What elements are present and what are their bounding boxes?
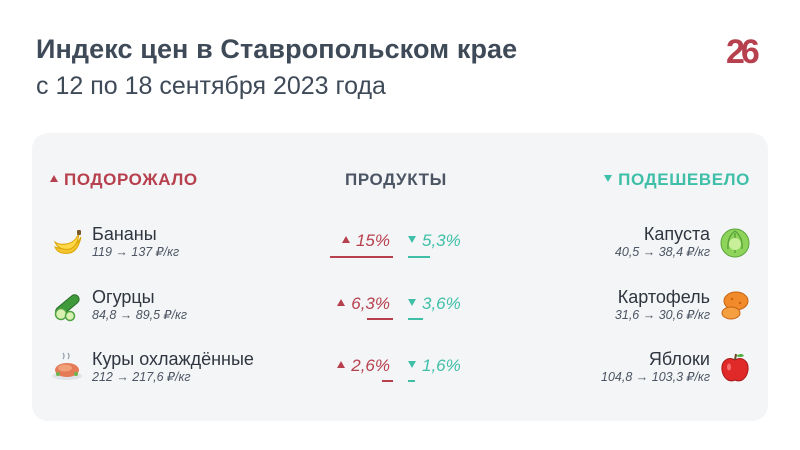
fell-bar-2 [408, 380, 415, 382]
fell-item-cabbage: Капуста 40,5 → 38,4 ₽/кг [615, 220, 752, 264]
rose-pct-0: 15% [320, 231, 390, 251]
cabbage-icon [720, 228, 750, 258]
product-price: 212 → 217,6 ₽/кг [92, 370, 191, 384]
fell-pct-2: 1,6% [408, 356, 461, 376]
rose-item-chicken: Куры охлаждённые 212 → 217,6 ₽/кг [50, 345, 254, 389]
triangle-up-icon [341, 236, 350, 244]
header-fell: ПОДЕШЕВЕЛО [604, 170, 750, 190]
product-name: Огурцы [92, 287, 155, 307]
rose-bar-2 [382, 380, 393, 382]
product-name: Яблоки [648, 349, 710, 369]
logo-26: 26 [726, 33, 763, 70]
svg-text:26: 26 [726, 33, 759, 70]
rose-pct-1: 6,3% [320, 294, 390, 314]
chicken-icon [52, 352, 82, 380]
fell-pct-0: 5,3% [408, 231, 461, 251]
page-subtitle: с 12 по 18 сентября 2023 года [36, 72, 386, 100]
product-price: 104,8 → 103,3 ₽/кг [601, 370, 710, 384]
triangle-down-icon [408, 361, 416, 369]
product-price: 84,8 → 89,5 ₽/кг [92, 308, 188, 322]
potato-icon [721, 291, 749, 320]
triangle-down-icon [408, 236, 416, 244]
product-name: Бананы [92, 224, 157, 244]
product-price: 40,5 → 38,4 ₽/кг [614, 245, 710, 259]
product-name: Капуста [643, 224, 710, 244]
rose-pct-2: 2,6% [320, 356, 390, 376]
triangle-down-icon [408, 299, 416, 307]
product-name: Картофель [617, 287, 710, 307]
rose-item-cucumbers: Огурцы 84,8 → 89,5 ₽/кг [50, 283, 187, 327]
header-products: ПРОДУКТЫ [345, 170, 447, 189]
apple-icon [721, 353, 749, 382]
product-price: 119 → 137 ₽/кг [92, 245, 180, 259]
fell-item-potato: Картофель 31,6 → 30,6 ₽/кг [615, 283, 752, 327]
header-rose: ПОДОРОЖАЛО [50, 170, 198, 190]
banana-icon [53, 230, 82, 254]
rose-bar-0 [330, 256, 393, 258]
fell-bar-0 [408, 256, 431, 258]
page-title: Индекс цен в Ставропольском крае [36, 34, 518, 64]
fell-item-apples: Яблоки 104,8 → 103,3 ₽/кг [601, 345, 752, 389]
rose-item-bananas: Бананы 119 → 137 ₽/кг [50, 220, 179, 264]
cucumber-icon [54, 294, 80, 322]
fell-bar-1 [408, 318, 424, 320]
triangle-up-icon [50, 175, 58, 183]
triangle-up-icon [337, 361, 346, 369]
rose-bar-1 [366, 318, 393, 320]
product-name: Куры охлаждённые [92, 349, 254, 369]
triangle-up-icon [337, 299, 346, 307]
triangle-down-icon [604, 175, 613, 183]
product-price: 31,6 → 30,6 ₽/кг [614, 308, 710, 322]
fell-pct-1: 3,6% [408, 294, 461, 314]
price-card [32, 133, 768, 421]
